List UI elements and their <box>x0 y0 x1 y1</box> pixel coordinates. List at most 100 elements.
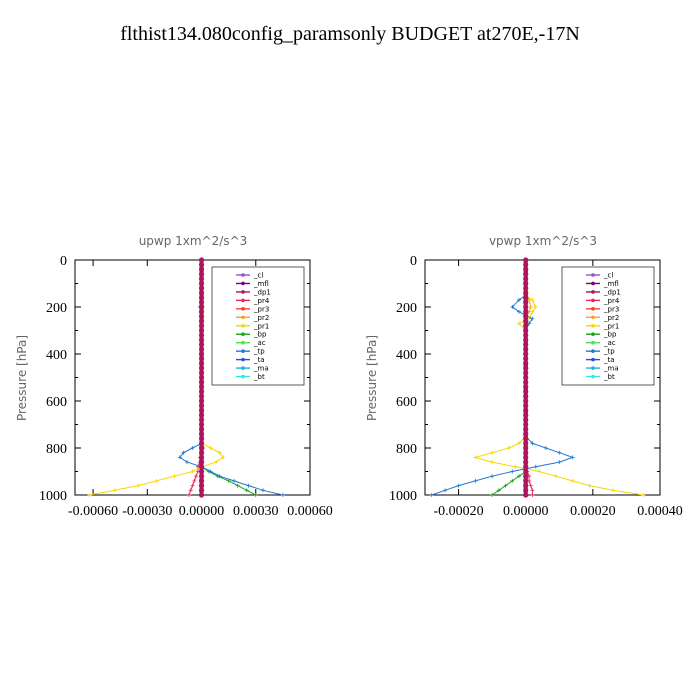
upwp-series-point-bp <box>244 488 249 493</box>
upwp-zero-marker <box>198 440 205 446</box>
vpwp-plot-area: 0 200 400 600 800 1000 -0.00020 0.00000 0.00020 0… <box>389 254 683 519</box>
upwp-legend-marker <box>241 298 245 303</box>
upwp-zero-marker <box>198 379 205 385</box>
vpwp-y-tick-label: 600 <box>396 395 417 410</box>
vpwp-series-point-tp <box>490 474 495 479</box>
vpwp-panel: vpwp 1xm^2/s^3 Pressure [hPa] 0 200 400 600… <box>365 234 683 519</box>
vpwp-zero-marker <box>523 398 529 404</box>
vpwp-series-point-pr1 <box>517 441 521 446</box>
upwp-zero-marker <box>198 389 205 395</box>
vpwp-series-point-pr1 <box>473 455 478 460</box>
vpwp-x-tick-label: -0.00020 <box>433 504 483 519</box>
upwp-plot-area: 0 200 400 600 800 1000-0.00060 -0.00030 0.00000… <box>39 254 333 519</box>
upwp-legend-label: _pr3 <box>253 305 269 313</box>
vpwp-series-point-pr1 <box>570 478 575 483</box>
upwp-zero-marker <box>198 327 205 334</box>
vpwp-legend-label: _bp <box>603 331 617 339</box>
upwp-legend-marker <box>241 290 245 294</box>
upwp-legend-marker <box>241 340 245 345</box>
upwp-zero-marker <box>198 393 205 399</box>
vpwp-legend-label: _cl <box>603 272 613 280</box>
upwp-legend-marker <box>241 357 245 362</box>
vpwp-zero-marker <box>523 421 529 428</box>
upwp-legend-label: _pr2 <box>253 314 269 322</box>
vpwp-y-tick-label: 1000 <box>389 489 417 504</box>
upwp-series-point-pr4 <box>192 478 197 483</box>
upwp-legend-label: _tp <box>253 348 265 356</box>
vpwp-y-tick-label: 400 <box>396 348 417 363</box>
upwp-zero-marker <box>198 483 205 489</box>
vpwp-series-point-tp <box>473 478 478 483</box>
upwp-legend-box <box>211 266 305 386</box>
vpwp-zero-marker <box>523 323 529 329</box>
vpwp-zero-marker <box>523 266 529 272</box>
upwp-legend-label: _cl <box>253 272 263 280</box>
vpwp-legend-marker <box>591 332 595 337</box>
vpwp-zero-marker <box>523 389 529 395</box>
upwp-zero-marker <box>198 299 205 305</box>
vpwp-zero-marker <box>523 445 529 451</box>
upwp-series-point-tp <box>185 460 190 465</box>
upwp-legend-marker <box>241 307 245 311</box>
vpwp-legend-marker <box>591 340 595 345</box>
upwp-zero-marker <box>198 280 205 287</box>
upwp-series-point-pr4 <box>188 488 193 493</box>
vpwp-legend-label: _ma <box>603 365 619 373</box>
upwp-legend-label: _bp <box>253 331 267 339</box>
vpwp-zero-marker <box>523 290 529 296</box>
upwp-legend-label: _pr4 <box>253 297 270 305</box>
vpwp-series-point-pr1 <box>506 446 511 450</box>
vpwp-zero-marker <box>523 483 529 489</box>
vpwp-zero-marker <box>523 459 529 465</box>
upwp-x-tick-label: -0.00030 <box>122 504 172 519</box>
upwp-y-axis-label: Pressure [hPa] <box>15 335 29 421</box>
vpwp-series-point-tp <box>510 305 515 309</box>
vpwp-x-tick-label: 0.00000 <box>503 504 549 519</box>
vpwp-legend-marker <box>591 290 595 294</box>
vpwp-series-point-pr2 <box>527 297 532 302</box>
upwp-zero-marker <box>198 290 205 296</box>
upwp-zero-marker <box>198 257 205 263</box>
vpwp-series-point-pr1 <box>611 488 615 493</box>
vpwp-legend-label: _pr4 <box>603 297 620 305</box>
upwp-zero-marker <box>198 487 205 493</box>
upwp-zero-marker <box>198 360 205 366</box>
vpwp-zero-marker <box>523 327 529 334</box>
vpwp-series-point-pr1 <box>641 493 646 497</box>
vpwp-series-point-tp <box>443 488 448 493</box>
upwp-legend-marker <box>241 281 245 286</box>
vpwp-legend-marker <box>591 315 595 320</box>
vpwp-zero-marker <box>523 370 529 376</box>
upwp-zero-marker <box>198 351 205 357</box>
vpwp-series-point-pr1 <box>490 460 495 465</box>
upwp-legend-marker <box>241 349 245 353</box>
vpwp-zero-marker <box>523 440 529 446</box>
vpwp-series-point-tp <box>530 441 535 446</box>
upwp-series-point-pr1 <box>208 446 213 450</box>
vpwp-panel-title: vpwp 1xm^2/s^3 <box>489 234 597 248</box>
upwp-series-point-tp <box>232 478 237 483</box>
upwp-zero-marker <box>198 266 205 272</box>
upwp-series-point-pr4 <box>186 493 191 497</box>
vpwp-legend-marker <box>591 281 595 286</box>
vpwp-legend-label: _bt <box>603 373 615 381</box>
upwp-zero-marker <box>198 356 205 362</box>
upwp-series-point-tp <box>208 469 213 474</box>
upwp-x-tick-label: 0.00060 <box>287 504 333 519</box>
upwp-zero-marker <box>198 365 205 371</box>
upwp-y-tick-label: 400 <box>46 348 67 363</box>
upwp-zero-marker <box>198 337 205 343</box>
upwp-series-point-tp <box>190 446 195 450</box>
upwp-legend-label: _mfl <box>253 280 269 288</box>
vpwp-y-axis-label: Pressure [hPa] <box>365 335 379 421</box>
vpwp-zero-marker <box>523 412 529 418</box>
vpwp-zero-marker <box>523 478 529 484</box>
upwp-series-point-pr1 <box>87 493 92 497</box>
vpwp-legend-label: _ta <box>603 356 615 364</box>
upwp-x-tick-label: 0.00030 <box>233 504 279 519</box>
upwp-zero-marker <box>198 323 205 329</box>
upwp-series-point-pr1 <box>190 469 195 474</box>
upwp-zero-marker <box>198 459 205 465</box>
upwp-legend-marker <box>241 323 245 328</box>
vpwp-series-point-pr1 <box>530 309 535 314</box>
